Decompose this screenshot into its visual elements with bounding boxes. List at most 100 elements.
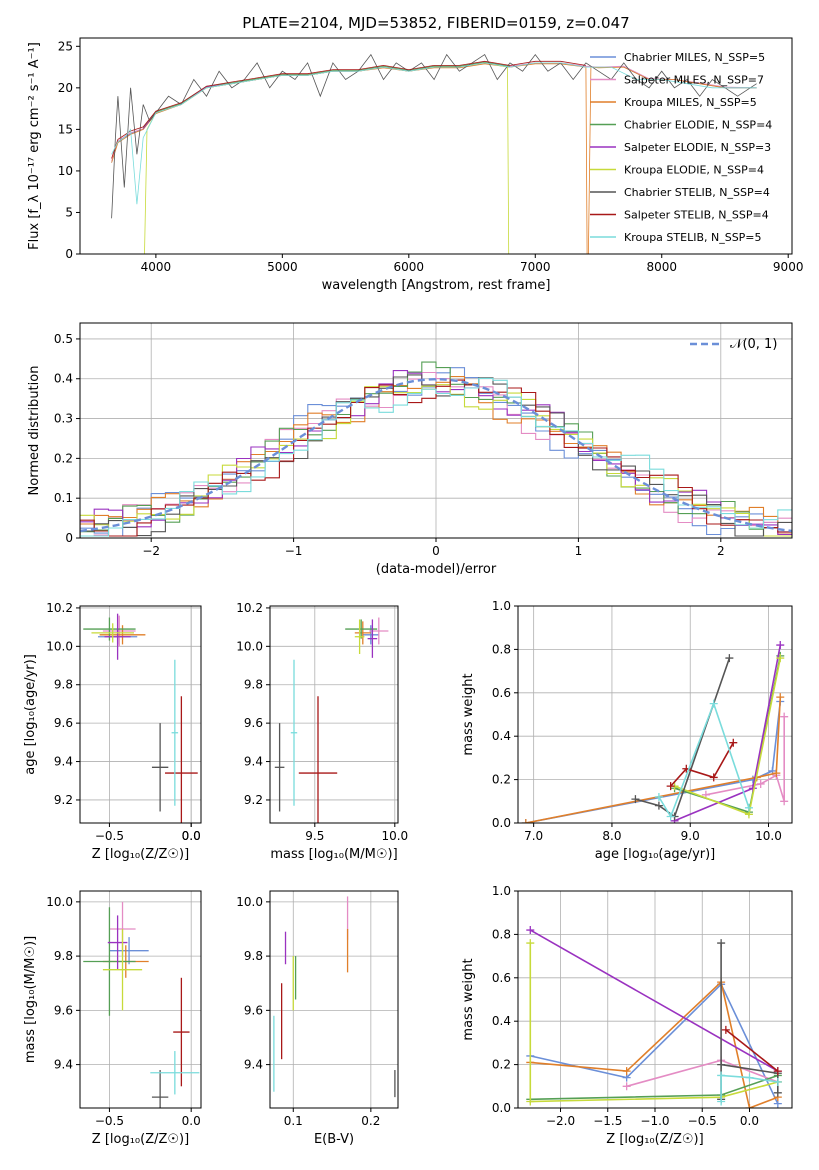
x-tick-label: −1 — [285, 544, 303, 558]
data-point — [717, 939, 726, 948]
x-tick-label: −2.0 — [546, 1114, 575, 1128]
data-point — [709, 773, 718, 782]
x-tick-label: 0 — [432, 544, 440, 558]
panel-weight-vs-age: 7.0 8.0 9.0 10.0 0.0 0.2 0.4 0.6 0.8 1.0 age [log₁… — [461, 599, 793, 862]
data-point — [631, 795, 640, 804]
y-tick-label: 9.6 — [54, 1003, 73, 1017]
panel-spectrum: 4000 5000 6000 7000 8000 9000 0 5 10 15 20 25 wavele… — [27, 37, 803, 293]
y-tick-label: 9.8 — [244, 678, 263, 692]
data-point — [773, 1088, 782, 1097]
data-point — [745, 1073, 754, 1082]
data-point — [709, 699, 718, 708]
series-line-8 — [720, 1074, 778, 1102]
y-tick-label: 9.4 — [54, 755, 73, 769]
y-tick-label: 9.6 — [54, 716, 73, 730]
series-line-4 — [529, 929, 779, 1072]
y-tick-label: 9.8 — [244, 949, 263, 963]
x-tick-label: 1 — [575, 544, 583, 558]
x-tick-label: 7.0 — [524, 829, 543, 843]
legend-entry: Chabrier MILES, N_SSP=5 — [624, 51, 765, 64]
y-tick-label: 0.3 — [54, 412, 73, 426]
data-point — [756, 779, 765, 788]
y-tick-label: 0.0 — [492, 1101, 511, 1115]
x-axis-label: age [log₁₀(age/yr)] — [595, 847, 716, 862]
y-tick-label: 0.4 — [492, 729, 511, 743]
y-tick-label: 25 — [58, 39, 73, 53]
y-tick-label: 0.0 — [492, 816, 511, 830]
y-tick-label: 0 — [65, 247, 73, 261]
x-tick-label: 5000 — [267, 260, 298, 274]
y-tick-label: 10.0 — [46, 639, 73, 653]
y-tick-label: 10.0 — [46, 895, 73, 909]
data-point — [622, 1067, 631, 1076]
legend-entry: Kroupa ELODIE, N_SSP=4 — [624, 164, 764, 177]
y-tick-label: 20 — [58, 81, 73, 95]
data-point — [717, 1097, 726, 1106]
legend-entry: Salpeter STELIB, N_SSP=4 — [624, 209, 769, 222]
y-tick-label: 9.4 — [244, 755, 263, 769]
plot-area — [521, 641, 789, 823]
data-point — [717, 1071, 726, 1080]
data-point — [526, 926, 535, 935]
y-tick-label: 10.2 — [236, 601, 263, 615]
y-tick-label: 1.0 — [492, 599, 511, 613]
data-point — [666, 782, 675, 791]
plot-area — [80, 361, 792, 538]
data-point — [780, 797, 789, 806]
data-point — [521, 819, 530, 823]
y-axis-label: mass weight — [461, 958, 476, 1040]
y-tick-label: 0.4 — [54, 372, 73, 386]
plot-area — [274, 617, 389, 823]
data-point — [654, 792, 663, 801]
y-axis-label: mass [log₁₀(M/M☉)] — [23, 936, 38, 1063]
data-point — [654, 801, 663, 810]
plot-area — [83, 613, 198, 823]
panel-age-vs-mass: 9.5 10.0 9.2 9.4 9.6 9.8 10.0 10.2 mass [log₁₀(M… — [236, 601, 408, 862]
y-axis-label: Normed distribution — [27, 366, 42, 496]
series-line-4 — [142, 62, 511, 129]
x-tick-label: 0.2 — [361, 1114, 380, 1128]
series-line-7 — [725, 1029, 779, 1072]
y-tick-label: 10.0 — [236, 639, 263, 653]
axes-frame — [79, 37, 793, 255]
series-line-5 — [529, 943, 779, 1103]
legend-entry: Salpeter ELODIE, N_SSP=3 — [624, 141, 771, 154]
x-tick-label: −1.0 — [640, 1114, 669, 1128]
normal-reference-line — [80, 377, 792, 533]
y-tick-label: 9.4 — [244, 1058, 263, 1072]
data-point — [622, 1082, 631, 1091]
y-tick-label: 1.0 — [492, 884, 511, 898]
y-tick-label: 9.8 — [54, 678, 73, 692]
x-tick-label: 8000 — [646, 260, 677, 274]
y-tick-label: 9.2 — [54, 793, 73, 807]
y-tick-label: 5 — [65, 205, 73, 219]
y-tick-label: 0.5 — [54, 332, 73, 346]
y-tick-label: 9.4 — [54, 1058, 73, 1072]
data-point — [745, 1104, 754, 1108]
x-tick-label: 8.0 — [602, 829, 621, 843]
y-axis-label: mass weight — [461, 673, 476, 755]
x-axis-label: Z [log₁₀(Z/Z☉)] — [606, 1132, 703, 1147]
series-line-7 — [670, 742, 734, 787]
x-axis-label: wavelength [Angstrom, rest frame] — [322, 278, 551, 293]
y-tick-label: 0.1 — [54, 491, 73, 505]
y-tick-label: 0.4 — [492, 1014, 511, 1028]
x-tick-label: −0.5 — [95, 829, 124, 843]
x-tick-label: 6000 — [394, 260, 425, 274]
data-point — [729, 738, 738, 747]
axes-frame — [517, 605, 793, 824]
axes-frame — [269, 605, 399, 824]
x-tick-label: 0.1 — [284, 1114, 303, 1128]
series-line-8 — [658, 701, 750, 819]
series-line-8 — [111, 62, 757, 205]
histogram-8 — [80, 377, 792, 538]
series-line-7 — [111, 60, 586, 159]
x-tick-label: −2 — [142, 544, 160, 558]
y-axis-label: age [log₁₀(age/yr)] — [23, 654, 38, 775]
x-tick-label: −0.5 — [688, 1114, 717, 1128]
data-point — [773, 1077, 782, 1086]
axes-frame — [79, 605, 202, 824]
y-tick-label: 9.8 — [54, 949, 73, 963]
x-axis-label: (data-model)/error — [376, 562, 497, 577]
